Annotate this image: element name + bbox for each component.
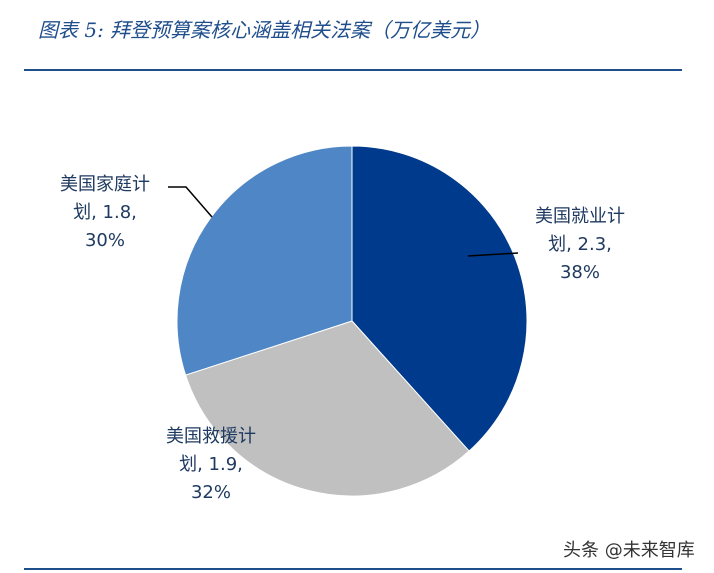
slice-data-label: 美国救援计划, 1.9, 32% bbox=[166, 426, 256, 503]
slice-label-line: 32% bbox=[191, 482, 231, 503]
pie-slice bbox=[351, 145, 528, 452]
slice-label-line: 30% bbox=[85, 230, 125, 251]
slice-label-line: 美国救援计 bbox=[166, 426, 256, 447]
slice-data-label: 美国就业计划, 2.3, 38% bbox=[535, 206, 625, 283]
watermark-text: 头条 @未来智库 bbox=[563, 540, 695, 561]
figure-title: 图表 5: 拜登预算案核心涵盖相关法案（万亿美元） bbox=[38, 18, 491, 42]
slice-label-line: 划, 1.8, bbox=[73, 202, 137, 223]
slice-data-label: 美国家庭计划, 1.8, 30% bbox=[60, 174, 150, 251]
slice-label-line: 划, 1.9, bbox=[179, 454, 243, 475]
pie-slices bbox=[176, 145, 528, 497]
leader-line bbox=[467, 252, 519, 257]
pie-slice bbox=[184, 320, 470, 497]
bottom-rule bbox=[24, 568, 682, 570]
slice-label-line: 美国家庭计 bbox=[60, 174, 150, 195]
top-rule bbox=[24, 69, 682, 71]
slice-label-line: 美国就业计 bbox=[535, 206, 625, 227]
pie-labels: 美国就业计划, 2.3, 38% 美国救援计划, 1.9, 32% 美国家庭计划, 1.… bbox=[60, 174, 625, 503]
pie-slice bbox=[176, 145, 353, 376]
slice-label-line: 38% bbox=[560, 262, 600, 283]
leader-line bbox=[168, 186, 213, 218]
slice-label-line: 划, 2.3, bbox=[548, 234, 612, 255]
